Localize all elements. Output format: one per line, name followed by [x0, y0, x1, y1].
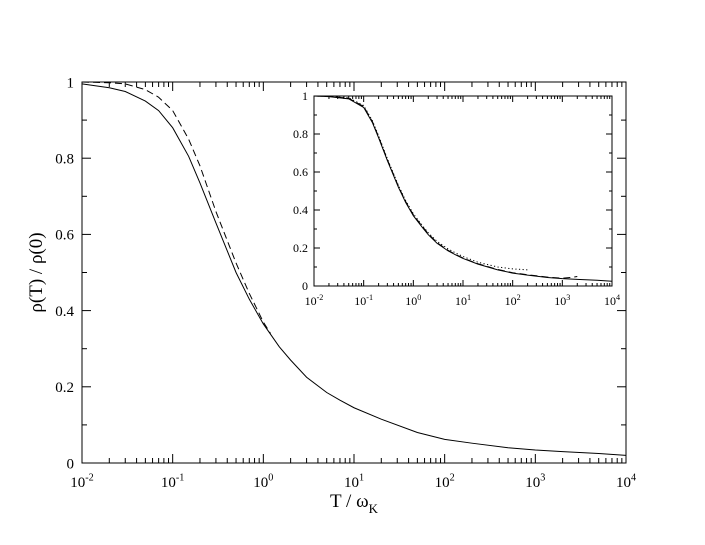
x-tick-label: 100	[253, 473, 273, 491]
x-tick-label: 104	[616, 473, 636, 491]
y-tick-label: 0.6	[55, 228, 74, 244]
plot-frame	[81, 81, 627, 464]
y-tick-label: 1	[302, 89, 308, 103]
y-tick-label: 0.8	[293, 127, 308, 141]
x-tick-label: 100	[405, 293, 421, 308]
series-solid-line	[313, 95, 613, 282]
y-axis-title: ρ(T) / ρ(0)	[26, 232, 47, 312]
series-dashed-line	[81, 81, 271, 334]
x-tick-label: 10-2	[305, 293, 324, 308]
y-tick-label: 0.8	[55, 151, 74, 167]
x-tick-label: 10-1	[161, 473, 185, 491]
x-tick-label: 10-2	[70, 473, 94, 491]
y-tick-label: 0.2	[293, 241, 308, 255]
y-tick-label: 0.4	[293, 203, 308, 217]
x-tick-label: 103	[554, 293, 570, 308]
x-tick-label: 10-1	[354, 293, 373, 308]
x-tick-label: 102	[505, 293, 521, 308]
series-dashed-line	[313, 95, 578, 279]
x-tick-label: 101	[455, 293, 471, 308]
y-tick-label: 0.4	[55, 304, 74, 320]
inset-plot: 10-2 10-1 100 101 102 103 104 0 0.2 0.4 0.6 0.8 1	[293, 89, 620, 308]
series-dotted-line	[313, 95, 528, 271]
x-tick-label: 101	[344, 473, 364, 491]
x-axis-title: T / ωK	[330, 491, 379, 516]
main-plot: 10-2 10-1 100 101 102 103 104 0 0.2 0.4 0.6 0.8 1 T /…	[26, 75, 636, 516]
plot-frame	[313, 95, 613, 287]
y-tick-label: 0.2	[55, 380, 74, 396]
y-tick-label: 0	[302, 279, 308, 293]
y-tick-label: 1	[67, 75, 75, 91]
y-tick-label: 0.6	[293, 165, 308, 179]
x-tick-label: 103	[525, 473, 545, 491]
x-tick-label: 104	[604, 293, 620, 308]
series-solid-line	[81, 83, 627, 456]
y-tick-label: 0	[67, 456, 75, 472]
x-tick-label: 102	[435, 473, 455, 491]
